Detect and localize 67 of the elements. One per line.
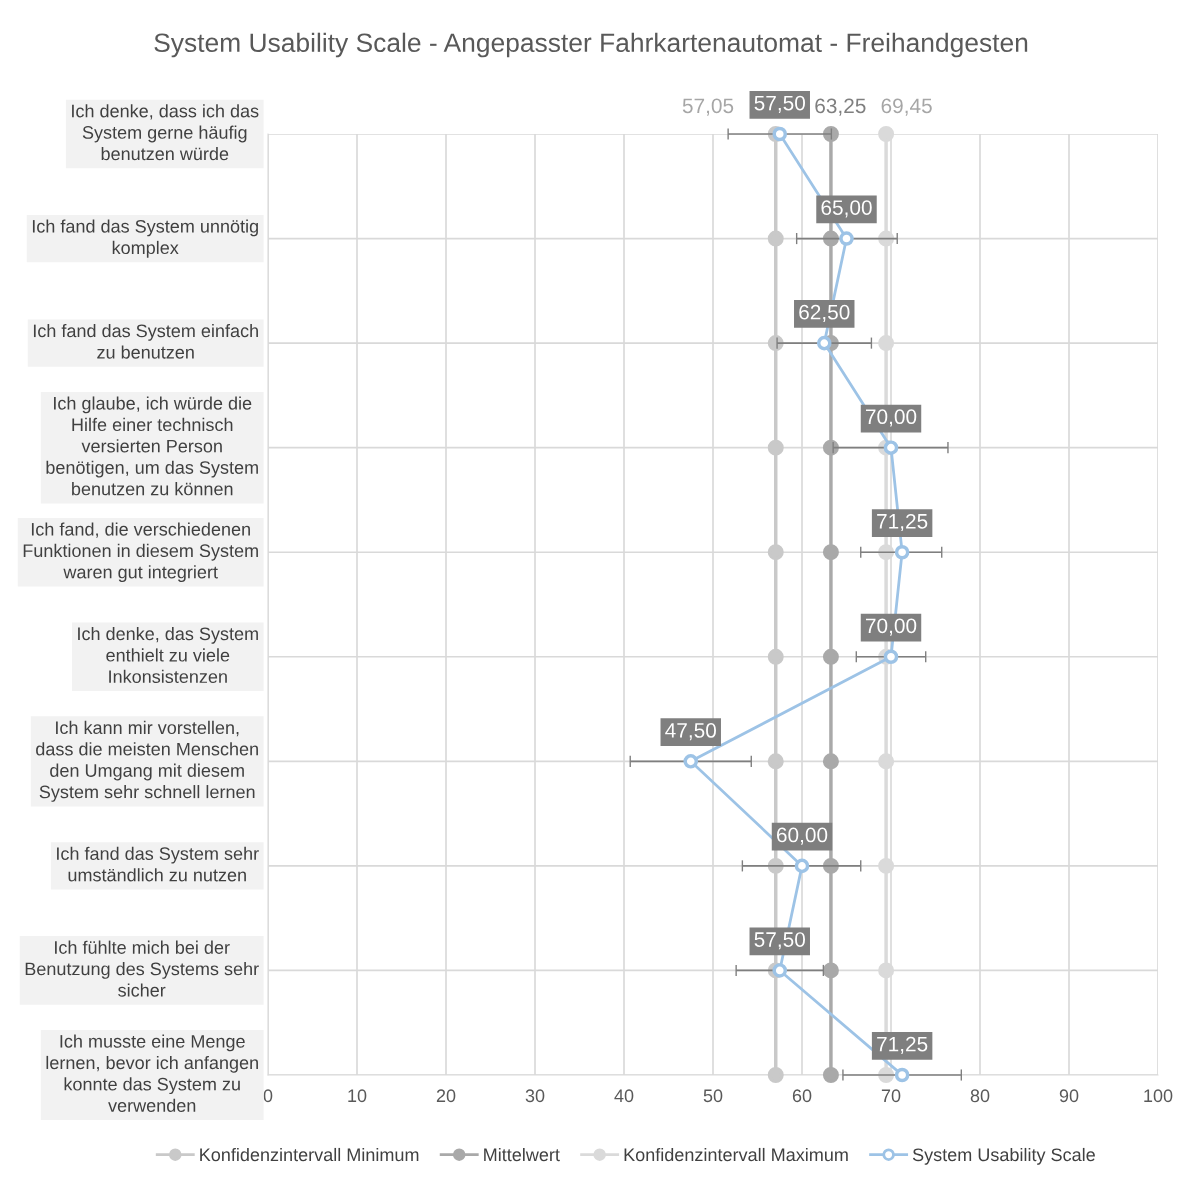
legend-label: System Usability Scale bbox=[912, 1147, 1095, 1165]
point bbox=[772, 963, 788, 978]
x-tick-label: 0 bbox=[263, 1089, 273, 1103]
point bbox=[878, 230, 895, 247]
data-label: 70,00 bbox=[866, 409, 917, 427]
point bbox=[767, 753, 784, 770]
point bbox=[816, 335, 832, 351]
y-tick-label: Ich fand das System unnötig komplex bbox=[32, 219, 258, 258]
point bbox=[883, 649, 899, 665]
point bbox=[878, 335, 895, 352]
point bbox=[767, 544, 784, 561]
data-label: 60,00 bbox=[776, 827, 828, 845]
x-tick-label: 10 bbox=[348, 1089, 367, 1103]
data-label: 57,05 bbox=[682, 98, 734, 116]
data-label: 57,50 bbox=[754, 95, 805, 113]
data-label: 71,25 bbox=[877, 1036, 928, 1054]
y-tick-label: Ich kann mir vorstellen, dass die meisten Menschen den Umgang mit diesem System sehr schnell lernen bbox=[36, 720, 258, 802]
point bbox=[822, 753, 839, 770]
point bbox=[878, 857, 895, 874]
data-label: 65,00 bbox=[821, 200, 872, 218]
x-tick-label: 50 bbox=[703, 1089, 723, 1103]
point bbox=[839, 231, 854, 246]
x-tick-label: 100 bbox=[1144, 1089, 1173, 1103]
y-tick-label: Ich denke, das System enthielt zu viele Inkonsistenzen bbox=[78, 626, 258, 684]
data-label: 71,25 bbox=[877, 513, 928, 532]
point bbox=[767, 439, 784, 456]
data-label: 57,50 bbox=[754, 932, 805, 950]
x-tick-label: 40 bbox=[614, 1089, 634, 1103]
data-label: 62,50 bbox=[799, 304, 850, 323]
x-tick-label: 60 bbox=[792, 1089, 812, 1103]
legend-label: Konfidenzintervall Minimum bbox=[200, 1147, 419, 1162]
point bbox=[878, 126, 895, 142]
chart-title: System Usability Scale - Angepasster Fahrkartenautomat - Freihandgesten bbox=[154, 32, 1028, 58]
point bbox=[822, 648, 839, 665]
x-tick-label: 20 bbox=[436, 1089, 456, 1103]
y-tick-label: Ich fand, die verschiedenen Funktionen in diesem System waren gut integriert bbox=[23, 522, 258, 583]
y-tick-label: Ich glaube, ich würde die Hilfe einer technisch versierten Person benötigen, um das System benutzen zu können bbox=[46, 396, 258, 496]
y-tick-label: Ich fand das System sehr umständlich zu nutzen bbox=[57, 846, 259, 882]
data-label: 63,25 bbox=[815, 98, 866, 116]
point bbox=[767, 230, 784, 247]
y-tick-label: Ich denke, dass ich das System gerne häufig benutzen würde bbox=[72, 104, 259, 161]
x-tick-label: 90 bbox=[1059, 1089, 1079, 1103]
point bbox=[822, 544, 839, 561]
point bbox=[894, 1067, 910, 1083]
x-tick-label: 80 bbox=[970, 1089, 990, 1103]
x-tick-label: 30 bbox=[525, 1089, 545, 1103]
point bbox=[878, 962, 895, 979]
y-tick-label: Ich fühlte mich bei der Benutzung des Systems sehr sicher bbox=[25, 940, 259, 997]
point bbox=[878, 753, 895, 770]
point bbox=[767, 648, 784, 665]
data-label: 47,50 bbox=[665, 723, 716, 741]
point bbox=[822, 1067, 839, 1083]
data-label: 69,45 bbox=[881, 98, 932, 116]
point bbox=[794, 858, 810, 874]
legend-label: Konfidenzintervall Maximum bbox=[624, 1147, 848, 1162]
y-tick-label: Ich musste eine Menge lernen, bevor ich anfangen konnte das System zu verwenden bbox=[46, 1034, 258, 1112]
point bbox=[767, 1067, 784, 1083]
point bbox=[822, 230, 839, 247]
point bbox=[772, 126, 788, 142]
x-tick-label: 70 bbox=[881, 1089, 901, 1103]
point bbox=[822, 962, 839, 979]
legend-label: Mittelwert bbox=[484, 1147, 560, 1162]
y-tick-label: Ich fand das System einfach zu benutzen bbox=[33, 323, 258, 359]
point bbox=[883, 440, 899, 455]
point bbox=[683, 754, 699, 769]
data-label: 70,00 bbox=[866, 618, 917, 636]
point bbox=[894, 544, 910, 560]
